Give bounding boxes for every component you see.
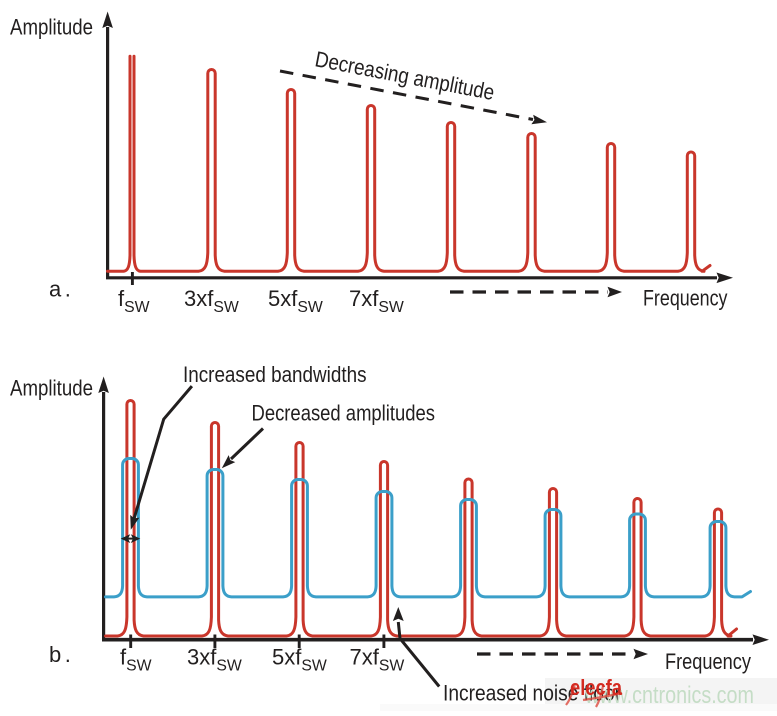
svg-text:a.: a.: [49, 277, 74, 302]
svg-text:Amplitude: Amplitude: [10, 15, 93, 40]
svg-text:Decreased amplitudes: Decreased amplitudes: [252, 401, 436, 426]
svg-text:Amplitude: Amplitude: [10, 376, 93, 401]
svg-text:Frequency: Frequency: [643, 286, 728, 311]
svg-text:Frequency: Frequency: [665, 649, 751, 674]
svg-text:5xfSW: 5xfSW: [272, 645, 327, 675]
svg-text:Increased bandwidths: Increased bandwidths: [183, 362, 367, 387]
svg-text:elecfa: elecfa: [570, 675, 623, 700]
svg-text:b.: b.: [49, 642, 74, 667]
svg-text:Increased noise floor: Increased noise floor: [443, 681, 621, 706]
